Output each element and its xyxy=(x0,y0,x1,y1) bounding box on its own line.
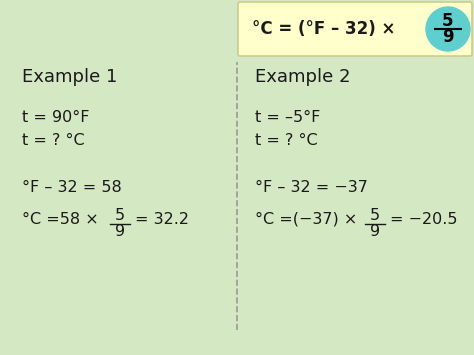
Text: 9: 9 xyxy=(442,28,454,46)
Text: Example 1: Example 1 xyxy=(22,68,118,86)
Text: t = –5°F: t = –5°F xyxy=(255,110,320,125)
Text: Example 2: Example 2 xyxy=(255,68,350,86)
Text: °C =(−37) ×: °C =(−37) × xyxy=(255,212,357,227)
Text: 5: 5 xyxy=(370,208,380,224)
Circle shape xyxy=(426,7,470,51)
Text: = −20.5: = −20.5 xyxy=(390,212,457,227)
Text: 5: 5 xyxy=(442,12,454,30)
FancyBboxPatch shape xyxy=(238,2,472,56)
Text: °C =58 ×: °C =58 × xyxy=(22,212,99,227)
Text: °F – 32 = 58: °F – 32 = 58 xyxy=(22,180,122,195)
Text: = 32.2: = 32.2 xyxy=(135,212,189,227)
Text: 9: 9 xyxy=(115,224,125,240)
Text: 9: 9 xyxy=(370,224,380,240)
Text: t = ? °C: t = ? °C xyxy=(255,133,318,148)
Text: °C = (°F – 32) ×: °C = (°F – 32) × xyxy=(252,20,395,38)
Text: °F – 32 = −37: °F – 32 = −37 xyxy=(255,180,368,195)
Text: t = 90°F: t = 90°F xyxy=(22,110,90,125)
Text: t = ? °C: t = ? °C xyxy=(22,133,85,148)
Text: 5: 5 xyxy=(115,208,125,224)
